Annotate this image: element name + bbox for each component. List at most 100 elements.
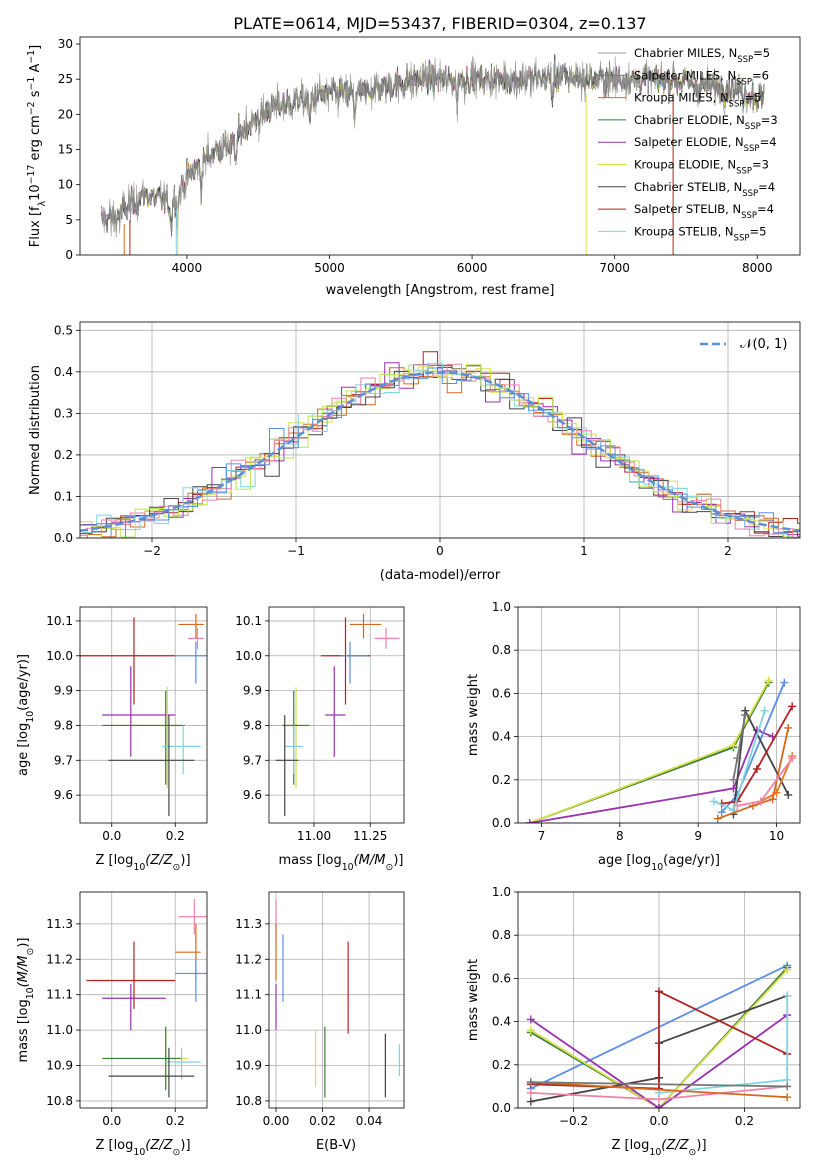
mass-vs-Z-x-tick-label: 0.0 bbox=[102, 1114, 121, 1128]
mass-vs-EBV-axes: 0.00 0.02 0.04 10.8 10.9 11.0 11.1 11.2 11.3 bbox=[235, 892, 404, 1128]
residuals-plot-area bbox=[80, 351, 800, 538]
mass-vs-Z-x-tick-label: 0.2 bbox=[166, 1114, 185, 1128]
weight-vs-age-series-marker bbox=[784, 790, 793, 799]
weight-vs-Z-series-marker bbox=[526, 1078, 535, 1087]
mass-vs-Z-axes: 0.0 0.2 10.8 10.9 11.0 11.1 11.2 11.3 bbox=[46, 892, 207, 1128]
weight-vs-age-series-line-2 bbox=[529, 728, 773, 823]
weight-vs-Z-y-tick-label: 0.0 bbox=[492, 1101, 511, 1115]
weight-vs-age-series-marker bbox=[525, 819, 534, 823]
weight-vs-age-series-marker bbox=[713, 814, 722, 823]
spectrum-y-tick-label: 25 bbox=[58, 72, 73, 86]
weight-vs-age-y-tick-label: 0.4 bbox=[492, 730, 511, 744]
weight-vs-age-series-marker bbox=[729, 741, 738, 750]
mass-vs-Z-y-tick-label: 11.1 bbox=[46, 988, 73, 1002]
residuals-y-tick-label: 0.4 bbox=[54, 365, 73, 379]
spectrum-x-tick-label: 7000 bbox=[599, 261, 630, 275]
mass-vs-EBV-y-tick-label: 11.3 bbox=[235, 917, 262, 931]
weight-vs-age-y-axis-label: mass weight bbox=[466, 674, 481, 756]
spectrum-x-tick-label: 6000 bbox=[457, 261, 488, 275]
age-vs-mass-x-axis-label: mass [log10(M/M⊙)] bbox=[279, 853, 404, 873]
weight-vs-Z-series-line-9 bbox=[530, 1081, 788, 1088]
weight-vs-age-y-tick-label: 0.2 bbox=[492, 773, 511, 787]
age-vs-mass-y-tick-label: 10.0 bbox=[235, 649, 262, 663]
spectrum-axes: 4000 5000 6000 7000 8000 0 5 10 15 20 25 30 bbox=[58, 37, 773, 275]
age-vs-mass-y-tick-label: 10.1 bbox=[235, 614, 262, 628]
weight-vs-Z-x-tick-label: 0.2 bbox=[735, 1114, 754, 1128]
mass-vs-Z-y-tick-label: 11.3 bbox=[46, 917, 73, 931]
legend-entry: Chabrier ELODIE, NSSP=3 bbox=[634, 113, 778, 132]
mass-vs-Z-y-axis-label: mass [log10(M/M⊙)] bbox=[16, 938, 36, 1063]
spectrum-y-tick-label: 30 bbox=[58, 37, 73, 51]
mass-vs-EBV-x-axis-label: E(B-V) bbox=[316, 1138, 356, 1153]
weight-vs-age-series-marker bbox=[709, 797, 718, 806]
age-vs-mass-y-tick-label: 9.9 bbox=[243, 684, 262, 698]
weight-vs-age-y-tick-label: 0.8 bbox=[492, 643, 511, 657]
residuals-x-tick-label: 1 bbox=[580, 544, 588, 558]
age-vs-mass-x-tick-label: 11.25 bbox=[353, 829, 387, 843]
mass-vs-Z-y-tick-label: 10.9 bbox=[46, 1059, 73, 1073]
spectrum-y-tick-label: 10 bbox=[58, 178, 73, 192]
weight-vs-age-series-marker bbox=[780, 678, 789, 687]
weight-vs-Z-series-marker bbox=[655, 1095, 663, 1104]
residuals-x-tick-label: −1 bbox=[287, 544, 305, 558]
weight-vs-Z-y-tick-label: 0.6 bbox=[492, 971, 511, 985]
spectrum-x-axis-label: wavelength [Angstrom, rest frame] bbox=[326, 283, 555, 298]
spectrum-x-tick-label: 8000 bbox=[742, 261, 773, 275]
weight-vs-Z-series-marker bbox=[526, 1015, 535, 1024]
weight-vs-age-series-marker bbox=[788, 754, 797, 763]
weight-vs-age-series-marker bbox=[756, 797, 765, 806]
age-vs-Z-y-tick-label: 10.0 bbox=[46, 649, 73, 663]
weight-vs-age-series-marker bbox=[788, 702, 797, 711]
weight-vs-Z-y-tick-label: 0.4 bbox=[492, 1015, 511, 1029]
age-vs-Z-plot-area bbox=[80, 613, 207, 817]
weight-vs-age-x-tick-label: 9 bbox=[694, 829, 702, 843]
weight-vs-Z-series-marker bbox=[783, 1082, 792, 1091]
spectrum-plot-area bbox=[101, 53, 765, 255]
mass-vs-EBV-plot-area bbox=[275, 899, 400, 1098]
age-vs-mass-axes: 11.00 11.25 9.6 9.7 9.8 9.9 10.0 10.1 bbox=[235, 607, 404, 843]
weight-vs-age-series-line-5 bbox=[721, 705, 793, 805]
residuals-y-tick-label: 0.5 bbox=[54, 323, 73, 337]
age-vs-Z-spines bbox=[79, 606, 208, 824]
weight-vs-Z-series-marker bbox=[783, 991, 792, 1000]
weight-vs-age-series-marker bbox=[760, 706, 769, 715]
weight-vs-age-series-marker bbox=[752, 765, 761, 773]
weight-vs-age-x-axis-label: age [log10(age/yr)] bbox=[598, 853, 720, 873]
weight-vs-Z-y-axis-label: mass weight bbox=[466, 959, 481, 1041]
residuals-y-tick-label: 0.0 bbox=[54, 531, 73, 545]
weight-vs-Z-x-tick-label: −0.2 bbox=[559, 1114, 588, 1128]
weight-vs-Z-series-marker bbox=[526, 1088, 535, 1097]
weight-vs-age-series-marker bbox=[733, 801, 742, 810]
weight-vs-Z-x-axis-label: Z [log10(Z/Z⊙)] bbox=[611, 1138, 706, 1158]
weight-vs-Z-series-marker bbox=[655, 987, 663, 996]
mass-vs-Z-y-tick-label: 11.0 bbox=[46, 1023, 73, 1037]
weight-vs-age-x-tick-label: 8 bbox=[616, 829, 624, 843]
mass-vs-EBV-y-tick-label: 10.8 bbox=[235, 1094, 262, 1108]
legend-entry: Salpeter ELODIE, NSSP=4 bbox=[634, 135, 777, 154]
weight-vs-Z-spines bbox=[517, 891, 801, 1109]
mass-vs-EBV-x-tick-label: 0.04 bbox=[356, 1114, 383, 1128]
age-vs-mass-y-tick-label: 9.8 bbox=[243, 718, 262, 732]
spectrum-y-tick-label: 0 bbox=[65, 248, 73, 262]
weight-vs-age-series-marker bbox=[764, 676, 773, 685]
histogram-step-6 bbox=[80, 363, 800, 538]
spectrum-line-chabrier-miles bbox=[101, 55, 765, 238]
residuals-x-tick-label: 0 bbox=[436, 544, 444, 558]
mass-vs-Z-y-tick-label: 10.8 bbox=[46, 1094, 73, 1108]
age-vs-mass-plot-area bbox=[275, 613, 400, 817]
legend-entry: Kroupa ELODIE, NSSP=3 bbox=[634, 158, 769, 177]
weight-vs-Z-series-marker bbox=[783, 965, 792, 974]
mass-vs-EBV-y-tick-label: 11.1 bbox=[235, 988, 262, 1002]
residuals-axes: −2 −1 0 1 2 0.0 0.1 0.2 0.3 0.4 0.5 bbox=[54, 322, 800, 558]
weight-vs-Z-y-tick-label: 1.0 bbox=[492, 885, 511, 899]
mass-vs-Z-plot-area bbox=[86, 899, 207, 1098]
legend-entry: Salpeter STELIB, NSSP=4 bbox=[634, 202, 774, 221]
weight-vs-Z-series-marker bbox=[526, 1026, 535, 1035]
mass-vs-EBV-y-tick-label: 11.0 bbox=[235, 1023, 262, 1037]
mass-vs-EBV-x-tick-label: 0.02 bbox=[309, 1114, 336, 1128]
weight-vs-Z-y-tick-label: 0.8 bbox=[492, 928, 511, 942]
residuals-spines bbox=[79, 321, 801, 539]
weight-vs-age-series-marker bbox=[768, 795, 777, 804]
spectrum-x-tick-label: 4000 bbox=[172, 261, 203, 275]
